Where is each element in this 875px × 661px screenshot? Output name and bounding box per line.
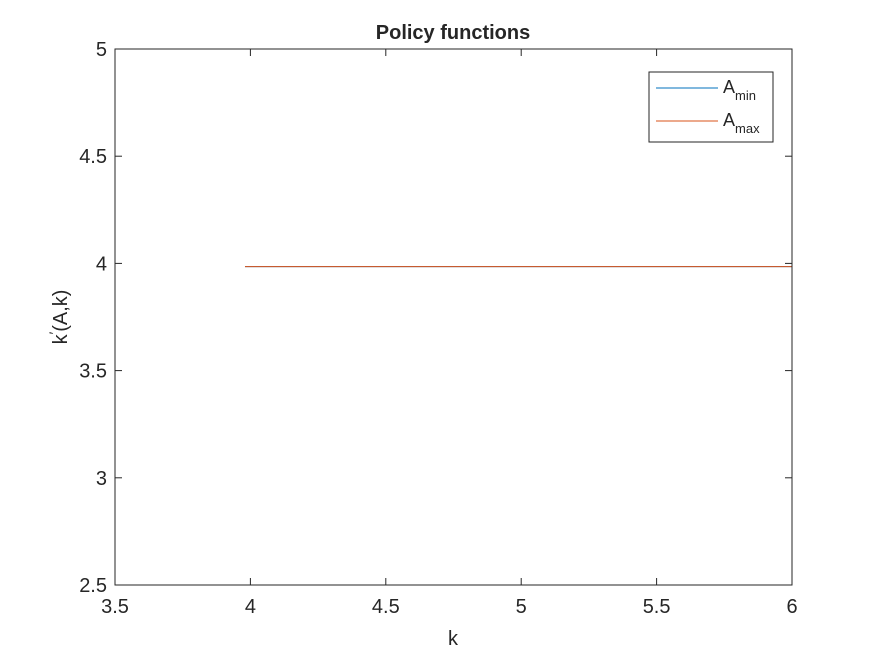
x-tick-label: 4.5	[372, 596, 400, 618]
y-tick-label: 2.5	[79, 575, 107, 597]
legend-label-a-max: Amax	[723, 110, 760, 136]
x-axis-label: k	[448, 628, 459, 650]
legend-label-a-min: Amin	[723, 77, 756, 103]
y-tick-label: 3.5	[79, 361, 107, 383]
x-tick-label: 5	[516, 596, 527, 618]
legend-label-a-max-sub: max	[735, 121, 760, 136]
legend-label-a-min-sub: min	[735, 88, 756, 103]
x-tick-label: 4	[245, 596, 256, 618]
y-axis-label-rest: (A,k)	[50, 290, 72, 332]
y-tick-label: 4	[96, 253, 107, 275]
ticks-layer: 3.5 4 4.5 5 5.5 6 2.5 3 3.5 4 4.5 5	[79, 39, 797, 618]
legend: Amin Amax	[648, 71, 774, 143]
y-axis-label: k′(A,k)	[46, 290, 72, 345]
x-tick-label: 3.5	[101, 596, 129, 618]
y-axis-label-sup: ′	[46, 331, 62, 334]
plot-area	[114, 48, 793, 586]
legend-label-a-min-base: A	[723, 77, 735, 97]
legend-label-a-max-base: A	[723, 110, 735, 130]
y-tick-label: 3	[96, 468, 107, 490]
y-tick-label: 4.5	[79, 146, 107, 168]
x-tick-label: 6	[786, 596, 797, 618]
chart-title: Policy functions	[376, 22, 530, 44]
legend-box	[648, 71, 774, 143]
x-tick-label: 5.5	[643, 596, 671, 618]
y-axis-label-base: k	[50, 333, 72, 344]
y-tick-label: 5	[96, 39, 107, 61]
